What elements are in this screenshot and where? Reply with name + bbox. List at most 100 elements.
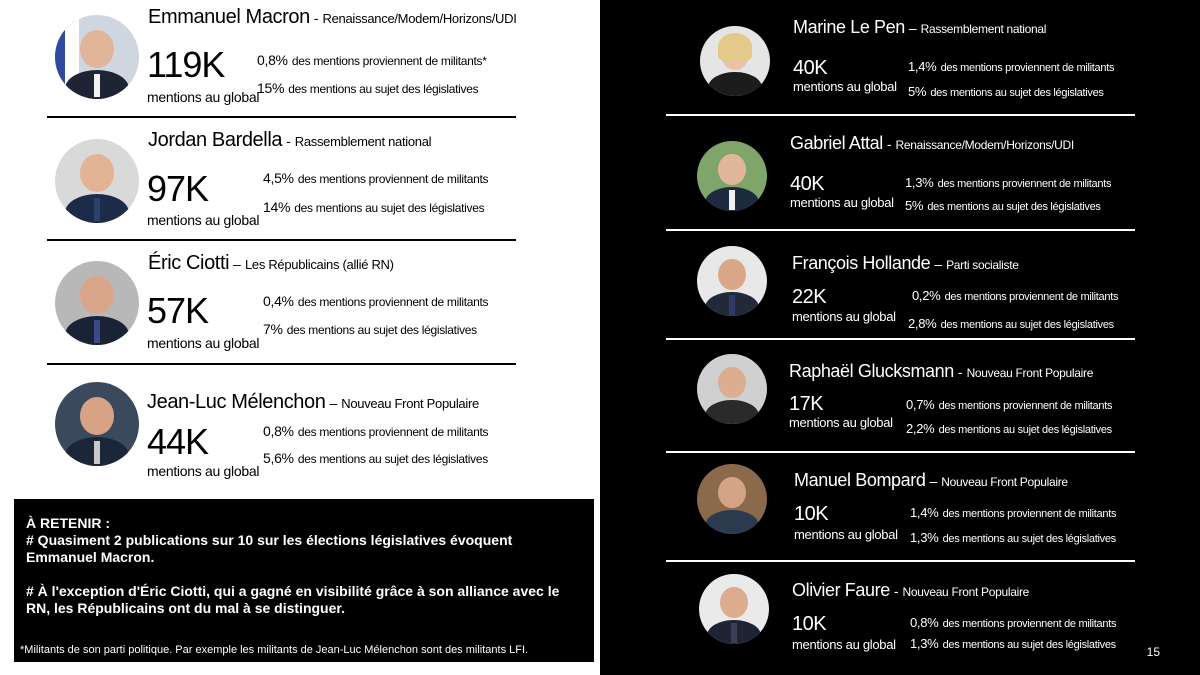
spacer [26, 566, 582, 583]
avatar-macron [55, 15, 139, 99]
mention-count-label: mentions au global [147, 335, 260, 351]
candidate-name-line: Marine Le Pen – Rassemblement national [793, 17, 1046, 38]
divider [47, 116, 516, 118]
candidate-name-line: Jordan Bardella - Rassemblement national [148, 129, 432, 152]
stat-legislatives: 14% des mentions au sujet des législativ… [263, 199, 485, 217]
stat-percent: 0,7% [906, 397, 935, 412]
candidate-name: François Hollande [792, 253, 931, 273]
stat-percent: 5% [908, 84, 927, 99]
divider [666, 338, 1135, 340]
stat-text: des mentions au sujet des législatives [297, 452, 488, 466]
stat-militants: 1,3% des mentions proviennent de militan… [905, 174, 1111, 192]
avatar-ciotti [55, 261, 139, 345]
avatar-melenchon [55, 382, 139, 466]
name-separator: – [929, 473, 938, 489]
stat-legislatives: 2,8% des mentions au sujet des législati… [908, 315, 1114, 333]
takeaways-title: À RETENIR : [26, 515, 110, 531]
stat-percent: 4,5% [263, 170, 294, 186]
stat-text: des mentions au sujet des législatives [294, 201, 485, 215]
stat-text: des mentions au sujet des législatives [942, 533, 1117, 545]
name-separator: - [886, 136, 892, 152]
candidate-name: Emmanuel Macron [148, 6, 310, 28]
stat-militants: 1,4% des mentions proviennent de militan… [908, 58, 1114, 76]
stat-percent: 2,8% [908, 316, 937, 331]
name-separator: - [313, 10, 319, 26]
name-separator: – [934, 256, 943, 272]
name-separator: - [286, 133, 291, 149]
stat-percent: 5,6% [263, 450, 294, 466]
name-separator: – [908, 20, 917, 36]
mention-count-label: mentions au global [792, 309, 896, 324]
avatar-glucksmann [697, 354, 767, 424]
mention-count: 17K [789, 393, 824, 415]
footnote: *Militants de son parti politique. Par e… [20, 644, 529, 656]
candidate-name: Marine Le Pen [793, 17, 905, 37]
avatar-faure [699, 574, 769, 644]
mention-count-label: mentions au global [794, 527, 898, 542]
stat-text: des mentions au sujet des législatives [930, 87, 1104, 99]
name-separator: - [957, 364, 963, 380]
right-panel: Marine Le Pen – Rassemblement national 40K… [600, 0, 1200, 675]
stat-text: des mentions proviennent de militants [297, 425, 489, 439]
mention-count: 57K [147, 290, 209, 331]
stat-text: des mentions proviennent de militants [942, 508, 1117, 520]
stat-text: des mentions au sujet des législatives [288, 82, 479, 96]
stat-legislatives: 7% des mentions au sujet des législative… [263, 321, 477, 339]
page-number: 15 [1146, 645, 1160, 659]
stat-legislatives: 1,3% des mentions au sujet des législati… [910, 529, 1116, 547]
name-separator: – [233, 256, 241, 272]
stat-legislatives: 5,6% des mentions au sujet des législati… [263, 450, 488, 468]
stat-text: des mentions proviennent de militants* [291, 54, 487, 68]
stat-percent: 1,4% [908, 59, 937, 74]
divider [666, 451, 1135, 453]
candidate-name-line: Raphaël Glucksmann - Nouveau Front Populai… [789, 361, 1093, 382]
candidate-name: Olivier Faure [792, 580, 890, 600]
candidate-party: Rassemblement national [294, 134, 432, 149]
candidate-name: Jordan Bardella [148, 129, 283, 151]
candidate-name-line: Éric Ciotti – Les Républicains (allié RN) [148, 252, 394, 275]
stat-percent: 1,3% [910, 530, 939, 545]
stat-text: des mentions proviennent de militants [937, 178, 1112, 190]
avatar-bardella [55, 139, 139, 223]
candidate-party: Renaissance/Modem/Horizons/UDI [322, 11, 517, 26]
candidate-party: Nouveau Front Populaire [902, 585, 1030, 599]
candidate-name-line: Gabriel Attal - Renaissance/Modem/Horizons… [790, 133, 1074, 154]
takeaway-1: # Quasiment 2 publications sur 10 sur le… [26, 532, 513, 565]
stat-militants: 0,4% des mentions proviennent de militan… [263, 293, 489, 311]
stat-militants: 4,5% des mentions proviennent de militan… [263, 170, 489, 188]
mention-count: 119K [147, 44, 225, 85]
stat-percent: 0,8% [910, 615, 939, 630]
candidate-party: Nouveau Front Populaire [941, 475, 1068, 489]
name-separator: - [893, 583, 899, 599]
candidate-party: Nouveau Front Populaire [966, 366, 1094, 380]
divider [47, 363, 516, 365]
stat-text: des mentions au sujet des législatives [942, 639, 1117, 651]
divider [47, 239, 516, 241]
avatar-attal [697, 141, 767, 211]
stat-percent: 0,4% [263, 293, 294, 309]
stat-text: des mentions au sujet des législatives [938, 424, 1113, 436]
stat-militants: 0,7% des mentions proviennent de militan… [906, 396, 1112, 414]
stat-legislatives: 1,3% des mentions au sujet des législati… [910, 635, 1116, 653]
key-takeaways-box: À RETENIR : # Quasiment 2 publications s… [14, 499, 594, 662]
stat-legislatives: 2,2% des mentions au sujet des législati… [906, 420, 1112, 438]
avatar-le-pen [700, 26, 770, 96]
candidate-name-line: François Hollande – Parti socialiste [792, 253, 1019, 274]
avatar-bompard [697, 464, 767, 534]
name-separator: – [329, 395, 338, 411]
stat-militants: 0,2% des mentions proviennent de militan… [912, 287, 1118, 305]
candidate-party: Rassemblement national [920, 22, 1047, 36]
stat-percent: 1,4% [910, 505, 939, 520]
left-panel: Emmanuel Macron - Renaissance/Modem/Horizo… [14, 6, 594, 662]
candidate-party: Parti socialiste [946, 258, 1019, 272]
candidate-name-line: Emmanuel Macron - Renaissance/Modem/Horizo… [148, 6, 517, 29]
stat-text: des mentions proviennent de militants [297, 172, 489, 186]
stat-legislatives: 15% des mentions au sujet des législativ… [257, 80, 479, 98]
candidate-party: Nouveau Front Populaire [341, 396, 479, 411]
stat-text: des mentions proviennent de militants [938, 400, 1113, 412]
stat-text: des mentions proviennent de militants [297, 295, 489, 309]
candidate-name-line: Jean-Luc Mélenchon – Nouveau Front Populai… [147, 391, 479, 414]
avatar-hollande [697, 246, 767, 316]
mention-count: 40K [793, 57, 828, 79]
mention-count: 97K [147, 168, 209, 209]
